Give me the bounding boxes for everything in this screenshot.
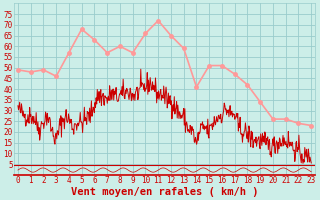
X-axis label: Vent moyen/en rafales ( km/h ): Vent moyen/en rafales ( km/h ) xyxy=(71,187,258,197)
